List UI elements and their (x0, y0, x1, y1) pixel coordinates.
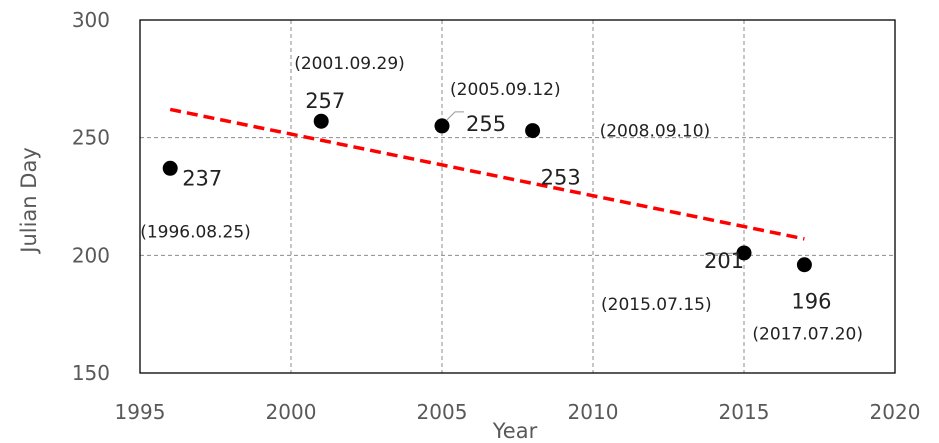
x-tick-label: 2020 (870, 400, 921, 424)
date-label: (2005.09.12) (450, 80, 561, 100)
y-tick-label: 200 (72, 243, 110, 267)
data-point (736, 245, 752, 261)
date-label: (2001.09.29) (294, 54, 405, 74)
y-axis-title: Julian Day (17, 147, 41, 255)
data-point (313, 113, 329, 129)
x-tick-label: 2000 (266, 400, 317, 424)
leader-line (446, 111, 464, 121)
date-label: (1996.08.25) (140, 222, 251, 242)
x-axis-ticks: 1995 2000 2005 2010 2015 2020 (115, 400, 921, 424)
data-point (796, 257, 812, 273)
value-label: 257 (305, 89, 345, 113)
data-labels: 237 (1996.08.25) 257 (2001.09.29) 255 (2005.0… (140, 54, 863, 345)
value-label: 255 (466, 112, 506, 136)
x-axis-title: Year (492, 419, 538, 443)
value-label: 253 (541, 166, 581, 190)
data-point (162, 160, 178, 176)
data-point (434, 118, 450, 134)
y-axis-ticks: 150 200 250 300 (72, 8, 110, 385)
x-tick-label: 2005 (417, 400, 468, 424)
y-tick-label: 300 (72, 8, 110, 32)
label-leader-lines (446, 111, 737, 255)
value-label: 201 (704, 249, 744, 273)
date-label: (2008.09.10) (600, 122, 711, 142)
trend-line (169, 107, 805, 241)
y-tick-label: 150 (72, 361, 110, 385)
y-tick-label: 250 (72, 126, 110, 150)
value-label: 196 (791, 290, 831, 314)
x-tick-label: 1995 (115, 400, 166, 424)
data-points (162, 113, 812, 273)
date-label: (2015.07.15) (601, 295, 712, 315)
x-tick-label: 2015 (719, 400, 770, 424)
plot-area (139, 19, 896, 374)
x-tick-label: 2010 (568, 400, 619, 424)
value-label: 237 (182, 166, 222, 190)
data-point (525, 123, 541, 139)
grid-lines (140, 20, 895, 373)
date-label: (2017.07.20) (752, 325, 863, 345)
leader-line (713, 252, 737, 255)
